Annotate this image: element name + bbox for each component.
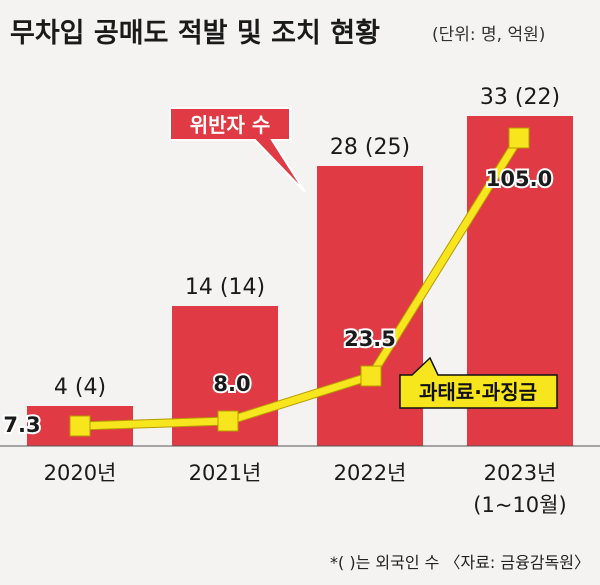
fines-point-3 xyxy=(508,127,530,149)
fines-line xyxy=(79,136,522,430)
fines-point-label-2: 23.5 xyxy=(344,327,396,351)
fines-point-label-1: 8.0 xyxy=(213,372,250,396)
fines-tag-label: 과태료·과징금 xyxy=(419,380,537,404)
fines-point-label-3: 105.0 xyxy=(486,167,552,191)
fines-point-label-0: 7.3 xyxy=(3,413,40,437)
bar-label-1: 14 (14) xyxy=(185,275,265,300)
x-label-3: 2023년 xyxy=(484,461,557,485)
fines-point-2 xyxy=(360,365,382,387)
fines-line-series xyxy=(69,127,530,437)
unit-label: (단위: 명, 억원) xyxy=(432,25,545,45)
violators-tag-shape xyxy=(169,107,306,193)
fines-tag-shape xyxy=(399,356,558,409)
x-label-3-sub: (1~10월) xyxy=(473,493,566,517)
footnote: *( )는 외국인 수 〈자료: 금융감독원〉 xyxy=(330,553,590,572)
bar-labels: 4 (4) 14 (14) 28 (25) 33 (22) xyxy=(54,85,560,400)
fines-point-0 xyxy=(69,415,91,437)
x-label-0: 2020년 xyxy=(44,461,117,485)
x-label-2: 2022년 xyxy=(334,461,407,485)
bar-label-0: 4 (4) xyxy=(54,375,106,400)
fines-tag: 과태료·과징금 xyxy=(399,356,558,409)
violators-tag: 위반자 수 xyxy=(169,107,306,193)
x-label-1: 2021년 xyxy=(189,461,262,485)
fines-point-labels: 7.3 8.0 23.5 105.0 xyxy=(1,165,554,439)
violators-tag-label: 위반자 수 xyxy=(190,113,271,137)
fines-point-1 xyxy=(217,410,239,432)
bar-label-2: 28 (25) xyxy=(330,135,410,160)
x-axis-labels: 2020년 2021년 2022년 2023년 (1~10월) xyxy=(44,461,567,517)
bar-label-3: 33 (22) xyxy=(480,85,560,110)
chart-title: 무차입 공매도 적발 및 조치 현황 xyxy=(10,18,380,49)
